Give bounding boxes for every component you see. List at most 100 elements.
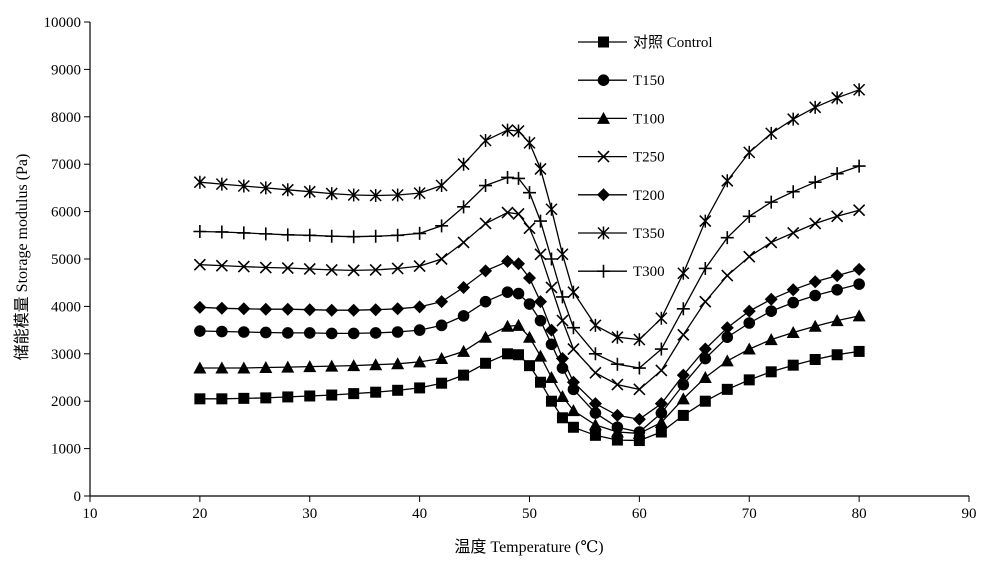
- series-line: [199, 209, 860, 391]
- data-point: [281, 261, 294, 275]
- data-point: [215, 177, 228, 191]
- data-point: [523, 222, 536, 235]
- data-point: [809, 100, 822, 114]
- data-point: [611, 434, 623, 446]
- data-point: [555, 389, 569, 402]
- data-point: [193, 300, 207, 314]
- data-point: [435, 219, 449, 233]
- data-point: [391, 262, 404, 275]
- data-point: [742, 209, 756, 223]
- data-point: [259, 227, 273, 241]
- data-point: [555, 290, 569, 304]
- data-point: [479, 134, 492, 147]
- data-point: [676, 368, 690, 382]
- legend-item: T300: [578, 264, 665, 280]
- data-point: [534, 248, 547, 261]
- data-point: [544, 323, 558, 337]
- data-point: [721, 383, 733, 395]
- legend-item: T100: [578, 111, 665, 127]
- data-point: [808, 175, 822, 189]
- data-point: [743, 374, 755, 386]
- data-point: [589, 366, 602, 379]
- data-point: [215, 259, 228, 272]
- data-point: [259, 302, 273, 316]
- data-point: [743, 250, 756, 263]
- data-point: [533, 349, 547, 362]
- series-line: [199, 315, 860, 435]
- data-point: [556, 412, 568, 424]
- data-point: [654, 416, 668, 429]
- data-point: [523, 330, 536, 343]
- series-line: [199, 260, 860, 420]
- data-point: [479, 295, 492, 308]
- data-point: [501, 286, 514, 298]
- data-point: [303, 327, 316, 339]
- data-point: [742, 304, 756, 318]
- series-line: [199, 89, 860, 341]
- data-point: [764, 292, 778, 306]
- data-point: [303, 262, 316, 276]
- data-point: [512, 124, 525, 138]
- y-tick-label: 2000: [51, 394, 81, 410]
- data-point: [457, 344, 471, 357]
- x-tick-label: 60: [632, 506, 647, 522]
- data-point: [369, 327, 382, 339]
- y-tick-label: 4000: [51, 299, 81, 315]
- data-point: [413, 324, 426, 336]
- data-point: [512, 287, 525, 300]
- data-point: [501, 254, 515, 268]
- x-tick-label: 50: [522, 506, 537, 522]
- data-point: [281, 183, 294, 197]
- y-tick-label: 10000: [44, 15, 82, 31]
- data-point: [786, 283, 800, 297]
- data-point: [677, 378, 690, 391]
- data-point: [303, 360, 317, 373]
- data-point: [391, 228, 405, 242]
- data-point: [413, 300, 427, 314]
- data-point: [830, 167, 844, 181]
- legend-item: T250: [578, 150, 665, 166]
- data-point: [281, 302, 295, 316]
- data-point: [677, 266, 690, 280]
- data-point: [347, 327, 360, 340]
- data-point: [457, 280, 471, 294]
- data-point: [809, 353, 821, 365]
- data-point: [699, 295, 712, 308]
- data-point: [282, 391, 294, 403]
- x-tick-label: 10: [83, 506, 98, 522]
- legend-label: T250: [633, 150, 665, 166]
- data-point: [216, 325, 228, 338]
- data-point: [325, 187, 338, 201]
- data-point: [260, 392, 272, 404]
- data-point: [588, 347, 602, 361]
- data-point: [325, 303, 339, 317]
- data-point: [259, 181, 272, 195]
- data-point: [347, 188, 360, 202]
- data-point: [391, 188, 404, 202]
- data-point: [238, 392, 250, 404]
- data-point: [479, 179, 493, 193]
- data-point: [391, 357, 405, 370]
- legend-marker: [597, 188, 610, 202]
- y-tick-label: 9000: [51, 62, 81, 78]
- data-point: [369, 188, 382, 202]
- data-point: [589, 429, 601, 441]
- data-point: [347, 359, 361, 372]
- x-tick-label: 20: [192, 506, 207, 522]
- legend-label: T150: [633, 73, 665, 89]
- data-point: [194, 325, 206, 337]
- y-tick-label: 8000: [51, 110, 81, 126]
- data-point: [523, 136, 536, 150]
- data-point: [765, 126, 778, 140]
- data-point: [589, 318, 602, 332]
- series-line: [199, 350, 860, 442]
- data-point: [479, 264, 493, 278]
- data-point: [216, 393, 228, 405]
- data-point: [545, 281, 558, 294]
- data-point: [853, 83, 866, 97]
- data-point: [215, 361, 229, 374]
- series-1: [194, 278, 865, 438]
- data-point: [720, 231, 734, 245]
- y-tick-label: 0: [74, 489, 82, 505]
